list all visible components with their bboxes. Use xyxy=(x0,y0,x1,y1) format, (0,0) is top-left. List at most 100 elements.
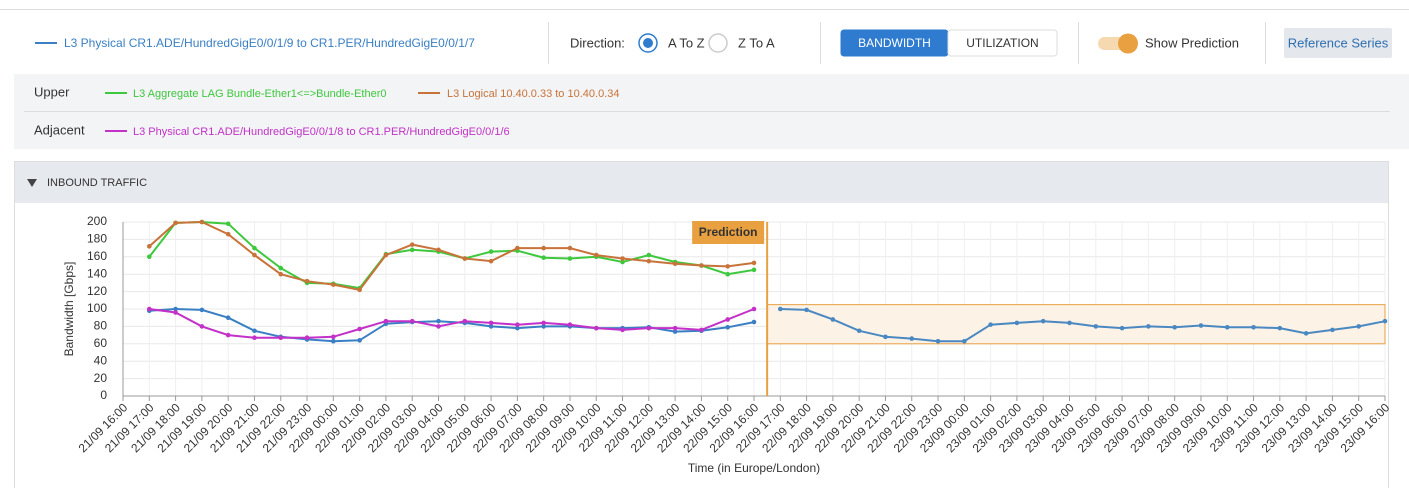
data-point xyxy=(304,278,310,284)
y-tick-label: 160 xyxy=(87,249,107,263)
series-line xyxy=(149,308,755,339)
data-point xyxy=(488,249,494,254)
data-point xyxy=(751,267,757,273)
data-point xyxy=(672,329,678,334)
data-point xyxy=(962,338,967,344)
data-point xyxy=(620,327,625,333)
legend-entry[interactable]: L3 Physical CR1.ADE/HundredGigE0/0/1/8 t… xyxy=(133,126,510,138)
data-point xyxy=(173,306,178,312)
data-point xyxy=(515,245,520,251)
data-point xyxy=(856,328,862,334)
data-point xyxy=(725,317,731,322)
y-tick-label: 40 xyxy=(94,353,108,367)
data-point xyxy=(1146,324,1151,329)
data-point xyxy=(646,252,652,258)
data-point xyxy=(462,318,468,324)
data-point xyxy=(199,324,205,329)
data-point xyxy=(331,334,336,340)
y-axis-title: Bandwidth [Gbps] xyxy=(62,262,76,357)
data-point xyxy=(1198,323,1204,328)
data-point xyxy=(909,336,915,341)
collapse-icon[interactable] xyxy=(27,179,37,187)
panel-header[interactable] xyxy=(15,162,1388,203)
data-point xyxy=(1382,318,1388,324)
mode-label[interactable]: BANDWIDTH xyxy=(858,36,931,50)
data-point xyxy=(331,282,336,287)
data-point xyxy=(620,256,625,261)
row-label: Upper xyxy=(34,84,70,99)
data-point xyxy=(436,247,441,253)
data-point xyxy=(593,325,599,331)
data-point xyxy=(278,271,284,277)
data-point xyxy=(1224,324,1230,330)
data-point xyxy=(278,335,284,341)
mode-button[interactable] xyxy=(947,29,1058,57)
data-point xyxy=(699,263,704,268)
y-tick-label: 120 xyxy=(87,284,107,298)
y-tick-label: 180 xyxy=(87,232,107,246)
series-line xyxy=(148,220,755,292)
data-point xyxy=(357,287,362,293)
radio-label[interactable]: Z To A xyxy=(738,35,775,50)
radio-label[interactable]: A To Z xyxy=(668,35,705,50)
prediction-tag xyxy=(692,221,765,244)
data-point xyxy=(935,338,941,344)
legend-entry[interactable]: L3 Logical 10.40.0.33 to 10.40.0.34 xyxy=(447,88,619,100)
data-point xyxy=(252,328,257,334)
data-point xyxy=(751,319,757,325)
data-point xyxy=(488,324,494,329)
data-point xyxy=(173,310,178,315)
panel-title[interactable]: INBOUND TRAFFIC xyxy=(47,177,147,189)
data-point xyxy=(173,220,178,226)
data-point xyxy=(146,244,152,249)
y-tick-label: 20 xyxy=(94,371,108,385)
data-point xyxy=(1172,324,1177,330)
data-point xyxy=(331,338,336,344)
data-point xyxy=(646,258,652,264)
direction-label: Direction: xyxy=(570,35,625,50)
toggle-knob[interactable] xyxy=(1118,33,1138,54)
toggle-label[interactable]: Show Prediction xyxy=(1145,35,1239,50)
series-line xyxy=(780,308,1386,343)
data-point xyxy=(199,219,205,225)
data-point xyxy=(357,326,362,332)
radio-dot xyxy=(643,38,653,48)
data-point xyxy=(646,325,652,331)
data-point xyxy=(225,315,231,321)
data-point xyxy=(830,317,836,322)
data-point xyxy=(515,325,520,331)
data-point xyxy=(725,271,731,277)
data-point xyxy=(1303,331,1309,336)
reference-button[interactable] xyxy=(1284,28,1392,58)
y-tick-label: 80 xyxy=(94,319,108,333)
data-point xyxy=(804,307,809,313)
data-point xyxy=(751,260,757,266)
data-point xyxy=(225,332,231,338)
data-point xyxy=(699,327,704,333)
data-point xyxy=(777,306,783,312)
prediction-label: Prediction xyxy=(699,225,758,239)
data-point xyxy=(146,254,152,260)
data-point xyxy=(383,252,389,258)
data-point xyxy=(252,245,257,251)
data-point xyxy=(725,264,731,269)
data-point xyxy=(252,335,257,341)
data-point xyxy=(1119,325,1125,331)
reference-label[interactable]: Reference Series xyxy=(1288,35,1389,50)
data-point xyxy=(567,256,573,261)
data-point xyxy=(988,322,993,327)
data-point xyxy=(567,245,573,251)
data-point xyxy=(252,252,257,258)
data-point xyxy=(541,324,546,329)
data-point xyxy=(146,306,152,312)
mode-label[interactable]: UTILIZATION xyxy=(966,36,1038,50)
legend-entry[interactable]: L3 Aggregate LAG Bundle-Ether1<=>Bundle-… xyxy=(133,88,387,100)
data-point xyxy=(488,258,494,264)
radio[interactable] xyxy=(708,33,728,53)
legend-entry[interactable]: L3 Physical CR1.ADE/HundredGigE0/0/1/9 t… xyxy=(64,36,475,50)
x-axis-title: Time (in Europe/London) xyxy=(688,461,820,475)
data-point xyxy=(409,242,415,247)
data-point xyxy=(278,265,284,271)
data-point xyxy=(383,318,389,324)
